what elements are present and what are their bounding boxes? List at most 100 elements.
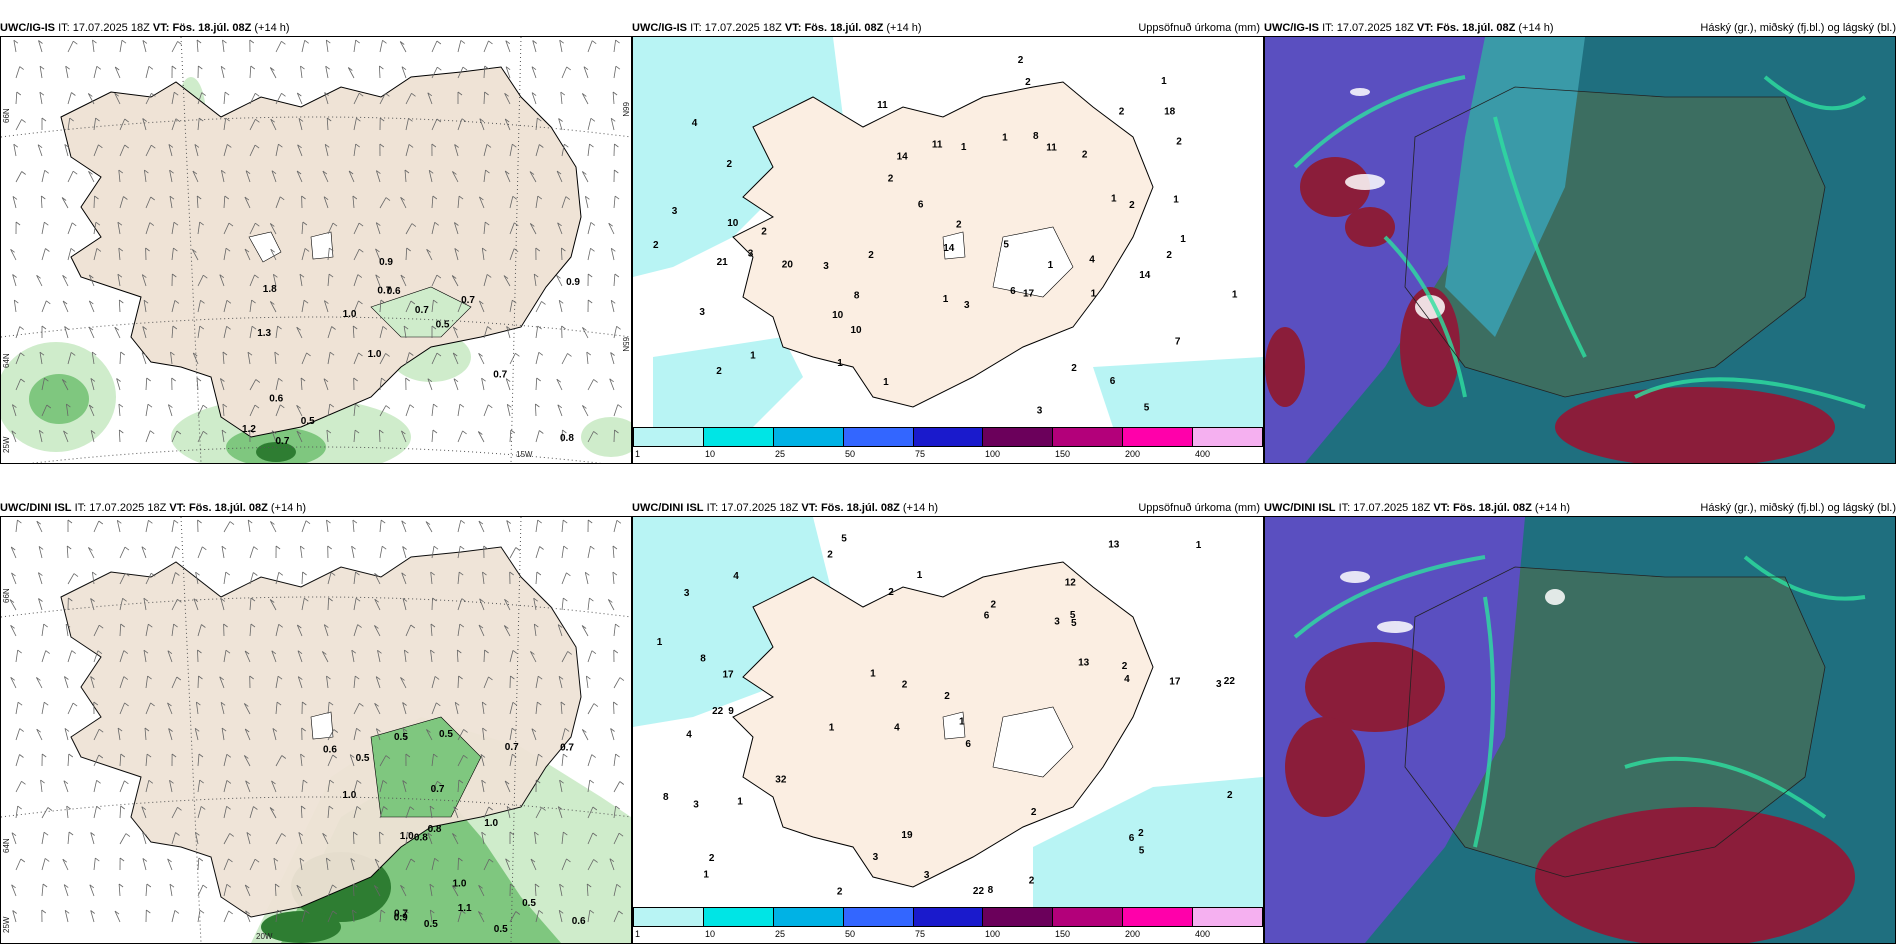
model-name: UWC/IG-IS xyxy=(1264,22,1319,34)
cloud-map-bottom[interactable] xyxy=(1264,516,1896,944)
value-label: 2 xyxy=(902,680,908,691)
valid-time: Fös. 18.júl. 08Z xyxy=(1452,502,1532,514)
legend-tick: 1 xyxy=(635,449,641,459)
value-label: 32 xyxy=(775,775,787,786)
value-label: 1 xyxy=(1161,76,1167,87)
panel-subtitle: Uppsöfnuð úrkoma (mm) xyxy=(1138,502,1260,514)
header-panel-3: UWC/IG-IS IT: 17.07.2025 18Z VT: Fös. 18… xyxy=(1264,18,1900,38)
value-label: 0.5 xyxy=(301,416,315,427)
value-label: 3 xyxy=(964,300,970,311)
legend-tick: 400 xyxy=(1195,929,1211,939)
precip-map-bottom[interactable]: 5 12 3 4 6 9 3 3 4 6 2 1 2 1 22 8 19 13 13 32 17 22 22 17 8 8 2 4 2 3… xyxy=(632,516,1264,944)
header-panel-6: UWC/DINI ISL IT: 17.07.2025 18Z VT: Fös.… xyxy=(1264,498,1900,518)
legend-swatch xyxy=(843,908,914,926)
value-label: 0.5 xyxy=(356,753,370,764)
value-label: 0.8 xyxy=(428,824,442,835)
legend-swatch xyxy=(1053,908,1124,926)
legend-tick: 10 xyxy=(705,929,716,939)
it-label: IT: xyxy=(74,502,87,514)
value-label: 4 xyxy=(733,571,739,582)
value-label: 6 xyxy=(965,739,971,750)
legend-swatch xyxy=(1193,428,1263,446)
panel-subtitle: Uppsöfnuð úrkoma (mm) xyxy=(1138,22,1260,34)
vt-label: VT: xyxy=(801,502,818,514)
value-label: 20 xyxy=(782,260,794,271)
value-label: 0.7 xyxy=(431,784,445,795)
value-label: 0.7 xyxy=(377,286,391,297)
precip-map-top[interactable]: 5 3 6 4 7 2 1 3 2 11 11 6 10 11 5 3 4 2 3 2 1 1 1 1 1 10 20 14 6 18 17… xyxy=(632,36,1264,464)
legend-swatch xyxy=(703,428,774,446)
value-label: 1 xyxy=(1196,540,1202,551)
value-label: 2 xyxy=(1018,55,1024,66)
value-label: 11 xyxy=(932,139,943,150)
wind-map-bottom[interactable]: 66N 64N 25W 20W 0.5 0.5 0.7 0.5 0.5 0.5 1.0 0.6… xyxy=(0,516,632,944)
wind-map-top[interactable]: 66N 64N 25W 15W 66N 65N 0.8 1.3 0.9 1.0 0.7 0… xyxy=(0,36,632,464)
lat-label: 66N xyxy=(2,108,11,123)
it-label: IT: xyxy=(1338,502,1351,514)
value-label: 18 xyxy=(1164,106,1176,117)
value-label: 1 xyxy=(959,717,965,728)
model-name: UWC/IG-IS xyxy=(0,22,55,34)
value-label: 1.0 xyxy=(400,831,414,842)
value-label: 1.0 xyxy=(484,818,498,829)
value-label: 2 xyxy=(827,549,833,560)
legend-swatch xyxy=(634,908,704,926)
legend-tick: 10 xyxy=(705,449,716,459)
value-label: 3 xyxy=(1216,679,1222,690)
value-label: 4 xyxy=(686,729,692,740)
value-label: 8 xyxy=(854,291,860,302)
value-label: 2 xyxy=(1025,77,1031,88)
model-name: UWC/DINI ISL xyxy=(632,502,704,514)
value-label: 0.5 xyxy=(394,732,408,743)
value-label: 2 xyxy=(1031,807,1037,818)
value-label: 0.7 xyxy=(415,305,429,316)
lat-label: 64N xyxy=(2,353,11,368)
value-label: 11 xyxy=(877,100,888,111)
value-label: 22 xyxy=(712,706,724,717)
legend-tick: 200 xyxy=(1125,929,1141,939)
value-label: 4 xyxy=(1089,255,1095,266)
legend-tick: 150 xyxy=(1055,929,1071,939)
cloud-map-top[interactable] xyxy=(1264,36,1896,464)
value-label: 2 xyxy=(956,220,962,231)
value-label: 2 xyxy=(868,250,874,261)
legend-swatch xyxy=(1123,908,1194,926)
value-label: 1 xyxy=(1002,132,1008,143)
value-label: 14 xyxy=(897,152,909,163)
value-label: 2 xyxy=(944,691,950,702)
value-label: 2 xyxy=(888,174,894,185)
value-label: 1 xyxy=(750,350,756,361)
legend-swatch xyxy=(983,428,1054,446)
value-label: 0.7 xyxy=(493,370,507,381)
value-label: 14 xyxy=(1139,270,1151,281)
valid-time: Fös. 18.júl. 08Z xyxy=(1436,22,1516,34)
legend-swatch xyxy=(913,428,984,446)
value-label: 3 xyxy=(1054,617,1060,628)
value-label: 0.7 xyxy=(560,743,574,754)
value-label: 12 xyxy=(1065,578,1077,589)
legend-tick: 400 xyxy=(1195,449,1211,459)
value-label: 1 xyxy=(657,637,663,648)
value-label: 0.7 xyxy=(394,909,408,920)
lat-label: 64N xyxy=(2,838,11,853)
value-label: 1.0 xyxy=(343,309,357,320)
value-label: 0.5 xyxy=(436,319,450,330)
value-label: 22 xyxy=(1224,676,1236,687)
value-label: 21 xyxy=(717,257,729,268)
value-label: 4 xyxy=(1124,674,1130,685)
value-label: 22 xyxy=(973,886,985,897)
header-panel-5: UWC/DINI ISL IT: 17.07.2025 18Z VT: Fös.… xyxy=(632,498,1264,518)
init-time: 17.07.2025 18Z xyxy=(89,502,167,514)
value-label: 9 xyxy=(728,706,734,717)
value-label: 10 xyxy=(851,325,863,336)
legend-tick: 25 xyxy=(775,929,786,939)
legend-tick: 150 xyxy=(1055,449,1071,459)
value-label: 1 xyxy=(917,570,923,581)
value-label: 1 xyxy=(1048,260,1054,271)
valid-time: Fös. 18.júl. 08Z xyxy=(820,502,900,514)
value-label: 3 xyxy=(693,800,699,811)
value-label: 6 xyxy=(1129,833,1135,844)
lon-label: 20W xyxy=(256,932,273,941)
panel-subtitle: Háský (gr.), miðský (fj.bl.) og lágský (… xyxy=(1700,22,1896,34)
panel-title: UWC/DINI ISL IT: 17.07.2025 18Z VT: Fös.… xyxy=(632,498,938,518)
